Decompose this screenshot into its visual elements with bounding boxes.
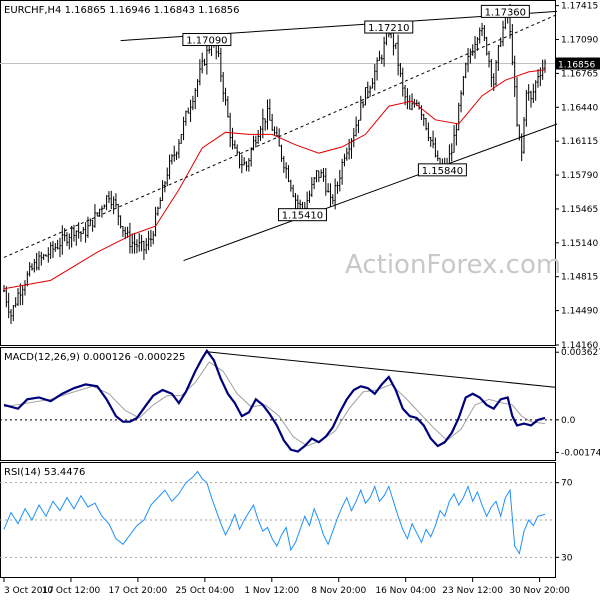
price-y-tick-label: 1.15465	[561, 205, 598, 215]
price-y-tick-label: 1.15140	[561, 239, 598, 249]
annotation-box	[417, 163, 467, 177]
annotation-box	[277, 208, 327, 222]
price-annotation: 1.17360	[480, 4, 530, 18]
rsi-pane-title: RSI(14) 53.4476	[4, 467, 85, 478]
rsi-pane-frame	[0, 462, 556, 578]
trend-line	[183, 123, 558, 262]
x-tick-label: 16 Nov 04:00	[375, 586, 436, 596]
axis-layer: 1.17415 1.17090 1.16765 1.16440 1.16115 1.157…	[3, 2, 600, 596]
rsi-y-tick-label: 30	[561, 553, 573, 563]
annotation-label: 1.17210	[368, 23, 409, 34]
rsi-layer	[0, 470, 555, 558]
x-tick-label: 3 Oct 2017	[4, 586, 54, 596]
x-tick-label: 17 Oct 20:00	[109, 586, 168, 596]
price-y-tick-label: 1.17415	[561, 2, 598, 12]
macd-y-tick-label: 0.003627	[561, 348, 600, 358]
price-y-tick-label: 1.14160	[561, 341, 598, 351]
price-y-tick-label: 1.14490	[561, 307, 598, 317]
macd-trend-line	[206, 351, 556, 388]
x-tick-label: 8 Nov 20:00	[311, 586, 366, 596]
annotation-label: 1.15840	[422, 166, 463, 177]
macd-pane-title: MACD(12,26,9) 0.000126 -0.000225	[4, 352, 185, 363]
x-tick-label: 10 Oct 12:00	[42, 586, 101, 596]
annotation-label: 1.17090	[186, 36, 227, 47]
dashed-trend-line	[3, 14, 558, 258]
price-y-tick-label: 1.16115	[561, 137, 598, 147]
last-price-box	[556, 57, 600, 70]
moving-average-line	[3, 69, 546, 290]
price-y-tick-label: 1.16440	[561, 103, 598, 113]
macd-layer	[0, 348, 556, 453]
x-tick-label: 23 Nov 12:00	[442, 586, 503, 596]
price-annotation: 1.15840	[417, 163, 467, 177]
rsi-y-tick-label: 70	[561, 479, 573, 489]
watermark-text: ActionForex.com	[345, 250, 561, 280]
annotation-label: 1.15410	[282, 211, 323, 222]
price-y-tick-label: 1.16765	[561, 69, 598, 79]
macd-y-tick-label: -0.001748	[561, 448, 600, 458]
x-tick-label: 25 Oct 04:00	[176, 586, 235, 596]
price-pane-title: EURCHF,H4 1.16865 1.16946 1.16843 1.1685…	[4, 5, 240, 16]
price-annotation: 1.17090	[182, 33, 232, 47]
x-tick-label: 1 Nov 12:00	[244, 586, 299, 596]
price-annotation: 1.15410	[277, 208, 327, 222]
price-y-tick-label: 1.15790	[561, 171, 598, 181]
price-y-tick-label: 1.17090	[561, 36, 598, 46]
last-price-label: 1.16856	[558, 61, 595, 71]
price-annotation: 1.17210	[364, 20, 414, 34]
macd-y-tick-label: 0.0	[561, 416, 576, 426]
price-y-tick-label: 1.14815	[561, 273, 598, 283]
annotation-label: 1.17360	[485, 7, 526, 18]
x-tick-label: 30 Nov 20:00	[509, 586, 570, 596]
price-layer: 1.17090 1.17210 1.17360 1.15410 1.15840	[0, 4, 558, 325]
macd-line	[3, 348, 546, 453]
rsi-line	[3, 470, 546, 555]
annotation-box	[182, 33, 232, 47]
macd-pane-frame	[0, 347, 556, 461]
macd-signal-line	[3, 361, 546, 447]
annotation-box	[364, 20, 414, 34]
annotation-box	[480, 4, 530, 18]
